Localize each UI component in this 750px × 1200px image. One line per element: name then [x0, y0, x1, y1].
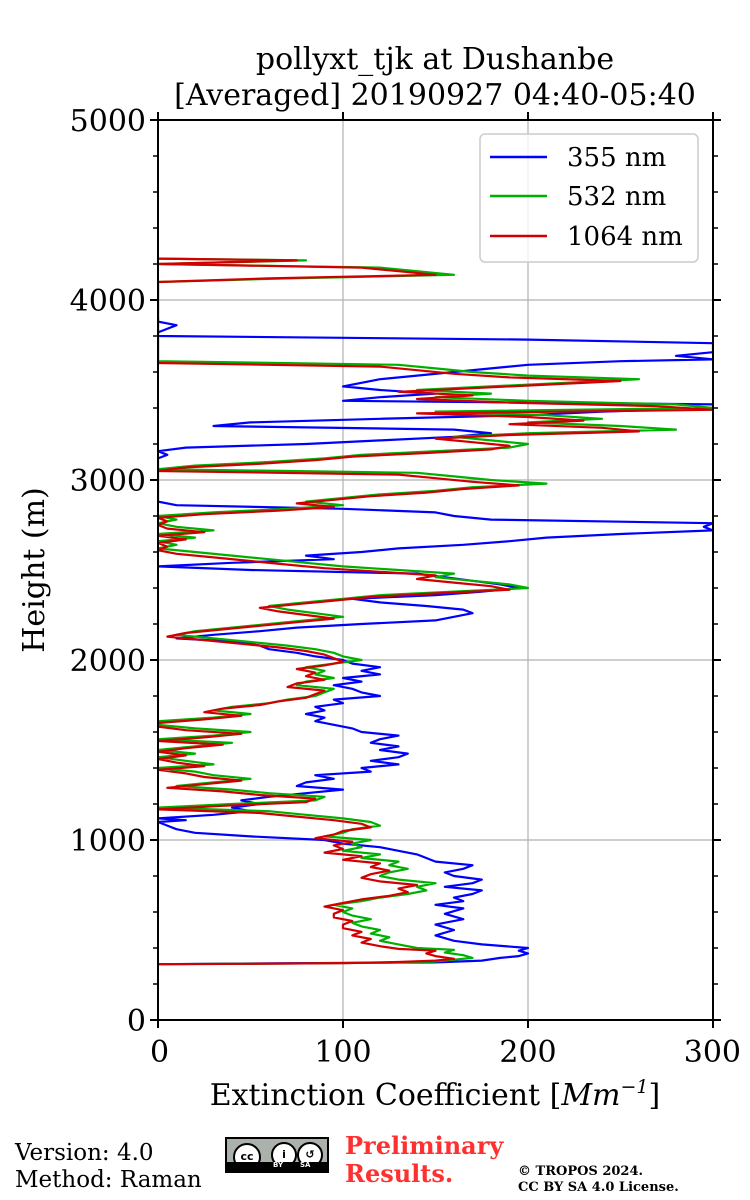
- plot-frame: [157, 119, 714, 1021]
- legend: 355 nm 532 nm 1064 nm: [479, 133, 699, 263]
- legend-label-532: 532 nm: [567, 182, 666, 212]
- legend-box: [479, 133, 699, 263]
- y-axis-label: Height (m): [17, 487, 52, 652]
- method-text: Method: Raman: [15, 1167, 202, 1193]
- cc-badge-strip: BY SA: [227, 1161, 327, 1171]
- x-axis-label: Extinction Coefficient [Mm−1]: [210, 1076, 661, 1113]
- version-text: Version: 4.0: [15, 1140, 154, 1166]
- copyright-line-1: © TROPOS 2024.: [518, 1164, 644, 1179]
- preliminary-line-1: Preliminary: [345, 1131, 504, 1160]
- chart-subtitle: [Averaged] 20190927 04:40-05:40: [174, 78, 696, 113]
- chart-title: pollyxt_tjk at Dushanbe: [255, 42, 615, 77]
- series-line-355-nm: [158, 318, 713, 966]
- cc-by-text: BY: [273, 1161, 284, 1169]
- series-lines: [158, 257, 713, 966]
- copyright-notice: © TROPOS 2024. CC BY SA 4.0 License.: [518, 1164, 679, 1196]
- x-tick-label: 300: [684, 1035, 741, 1070]
- preliminary-results-notice: Preliminary Results.: [345, 1132, 503, 1188]
- y-tick-label: 4000: [70, 284, 146, 319]
- legend-label-1064: 1064 nm: [567, 222, 683, 252]
- series-line-1064-nm: [158, 257, 713, 966]
- cc-license-badge: cc i ↺ BY SA: [225, 1137, 329, 1173]
- legend-label-355: 355 nm: [567, 143, 666, 173]
- y-tick-label: 2000: [70, 644, 146, 679]
- y-tick-label: 5000: [70, 104, 146, 139]
- copyright-line-2: CC BY SA 4.0 License.: [518, 1180, 679, 1195]
- y-tick-label: 0: [127, 1004, 146, 1039]
- x-tick-label: 100: [314, 1035, 371, 1070]
- y-tick-label: 1000: [70, 824, 146, 859]
- preliminary-line-2: Results.: [345, 1159, 454, 1188]
- axis-ticks: [150, 112, 721, 1028]
- x-tick-label: 200: [499, 1035, 556, 1070]
- y-tick-label: 3000: [70, 464, 146, 499]
- cc-sa-text: SA: [300, 1161, 311, 1169]
- x-tick-label: 0: [150, 1035, 169, 1070]
